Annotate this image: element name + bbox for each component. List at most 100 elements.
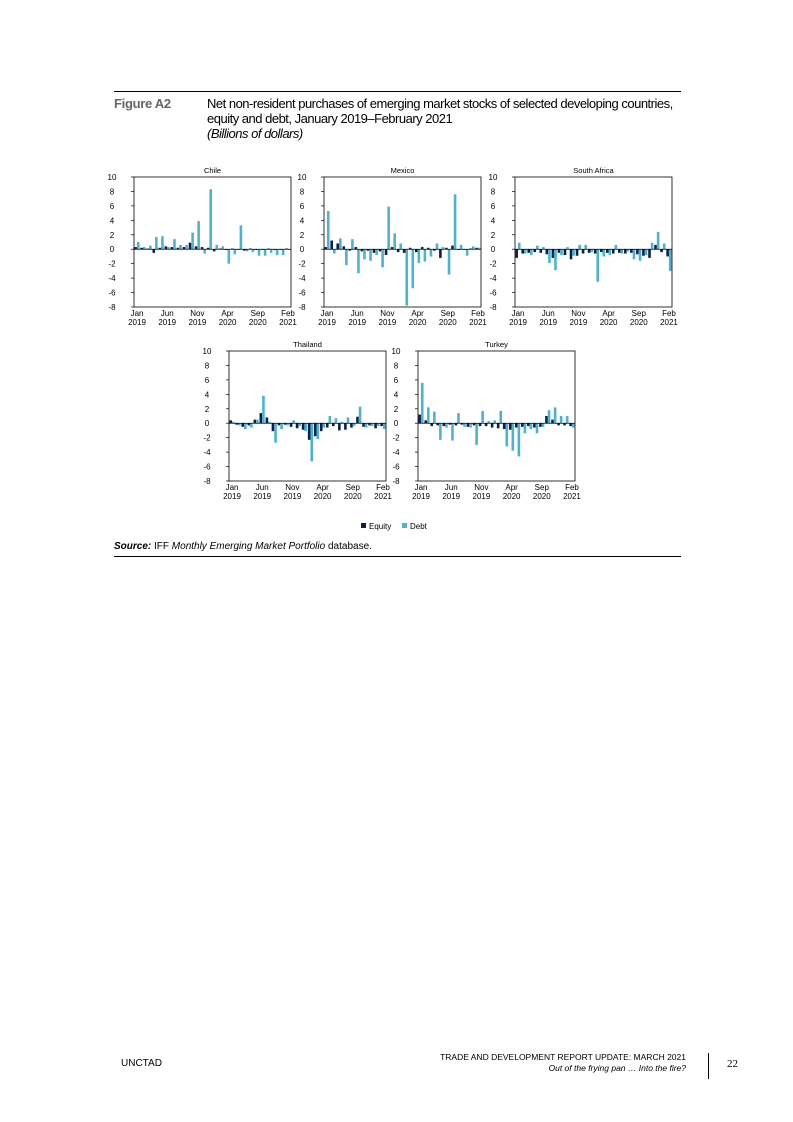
debt-bar [608,249,612,255]
debt-bar [662,243,666,250]
debt-bar [142,247,146,250]
debt-bar [602,249,606,257]
x-tick-label-month: Nov [571,309,585,318]
equity-bar [336,243,340,250]
debt-bar [411,249,415,289]
equity-bar [630,249,633,253]
x-tick-label-year: 2019 [412,492,430,501]
plot-frame [514,176,673,308]
x-tick-label-year: 2020 [503,492,521,501]
y-tick-label: -8 [203,477,211,486]
debt-bar [656,231,660,250]
x-tick-label-month: Jan [226,483,239,492]
equity-bar [654,244,657,250]
debt-bar [535,423,539,434]
equity-bar [478,423,482,427]
debt-bar [453,194,457,250]
equity-bar [324,247,327,250]
debt-bar [257,249,261,256]
y-tick-label: 10 [392,347,401,356]
equity-bar [427,247,430,250]
panel-title: Mexico [391,166,415,175]
equity-bar [344,423,347,430]
equity-bar [408,247,412,250]
footer-report-subtitle: Out of the frying pan … Into the fire? [548,1063,687,1073]
debt-bar [237,423,241,426]
debt-bar [457,413,460,424]
equity-bar [380,423,383,427]
x-tick-label-month: Feb [662,309,676,318]
debt-bar [523,423,527,434]
equity-bar [325,423,329,428]
debt-bar [231,421,235,424]
debt-bar [523,249,527,254]
equity-bar [587,249,591,253]
y-tick-label: 4 [300,216,305,225]
equity-bar [439,249,442,258]
y-tick-label: -2 [203,434,211,443]
equity-bar [466,423,470,427]
debt-bar [185,244,188,250]
y-tick-label: 8 [110,187,115,196]
debt-bar [275,249,279,255]
debt-bar [433,411,436,424]
y-tick-label: 6 [394,376,399,385]
debt-bar [566,247,569,250]
debt-bar [560,249,563,255]
debt-bar [559,416,563,424]
legend-swatch-equity [361,523,366,528]
debt-bar [596,249,600,282]
plot-frame [417,350,576,482]
debt-bar [316,423,320,440]
equity-bar [539,249,543,253]
x-tick-label-month: Jan [131,309,144,318]
debt-bar [203,249,206,254]
debt-bar [541,423,545,427]
equity-bar [593,249,597,254]
x-tick-label-year: 2019 [128,318,146,327]
y-tick-label: -4 [108,274,116,283]
debt-bar [493,420,497,424]
debt-bar [352,423,356,427]
debt-bar [364,423,368,428]
equity-bar [206,247,210,250]
y-tick-label: 0 [110,245,115,254]
equity-bar [342,246,346,250]
x-tick-label-month: Jun [161,309,174,318]
debt-bar [369,249,372,261]
equity-bar [182,247,186,250]
debt-bar [274,423,277,443]
debt-bar [221,246,225,250]
debt-bar [536,245,539,250]
y-tick-label: -2 [392,434,400,443]
equity-bar [360,249,364,252]
x-tick-label-month: Apr [411,309,424,318]
debt-bar [209,189,213,250]
debt-bar [426,407,430,424]
x-tick-label-month: Jan [415,483,428,492]
equity-bar [396,249,400,253]
x-tick-label-year: 2019 [442,492,460,501]
y-tick-label: 10 [203,347,212,356]
debt-bar [280,423,283,429]
debt-bar [614,244,618,250]
debt-bar [644,249,648,255]
x-tick-label-year: 2020 [409,318,427,327]
equity-bar [247,423,251,426]
x-tick-label-year: 2021 [279,318,297,327]
equity-bar [164,246,168,250]
equity-bar [569,423,572,427]
debt-bar [382,423,386,429]
y-tick-label: 8 [205,361,210,370]
y-tick-label: -2 [298,260,306,269]
x-tick-label-year: 2020 [219,318,237,327]
x-tick-label-year: 2019 [348,318,366,327]
equity-bar [611,249,615,254]
equity-bar [368,423,371,426]
equity-bar [533,249,537,253]
equity-bar [618,249,621,253]
debt-bar [638,249,642,261]
equity-bar [545,249,549,255]
debt-bar [420,382,424,424]
equity-bar [402,249,406,253]
